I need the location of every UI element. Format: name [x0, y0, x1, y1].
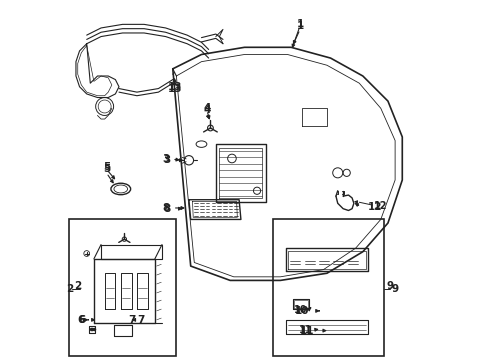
Text: 1: 1: [296, 21, 303, 31]
Text: 6: 6: [79, 315, 86, 325]
Text: 12: 12: [373, 201, 386, 211]
Text: 11: 11: [299, 325, 312, 335]
Text: 11: 11: [299, 325, 314, 336]
Text: 2: 2: [66, 284, 73, 294]
Text: 7: 7: [137, 315, 144, 325]
Text: 13: 13: [167, 84, 182, 94]
Text: 12: 12: [367, 202, 382, 212]
Text: 3: 3: [162, 154, 169, 164]
Text: 6: 6: [77, 315, 84, 325]
Text: 7: 7: [128, 315, 135, 325]
Text: 1: 1: [296, 19, 303, 29]
Text: 8: 8: [163, 204, 171, 214]
Text: 4: 4: [203, 105, 210, 115]
Text: 2: 2: [74, 281, 81, 291]
Text: 8: 8: [163, 203, 169, 213]
Bar: [273, 220, 384, 356]
Text: 13: 13: [167, 82, 182, 92]
Text: 10: 10: [294, 306, 308, 316]
Text: 9: 9: [391, 284, 398, 294]
Text: 5: 5: [102, 164, 110, 174]
Bar: [69, 220, 176, 356]
Text: 10: 10: [293, 305, 306, 315]
Text: 9: 9: [386, 281, 392, 291]
Text: 3: 3: [163, 155, 171, 165]
Text: 4: 4: [203, 103, 210, 113]
Text: 5: 5: [102, 162, 110, 172]
